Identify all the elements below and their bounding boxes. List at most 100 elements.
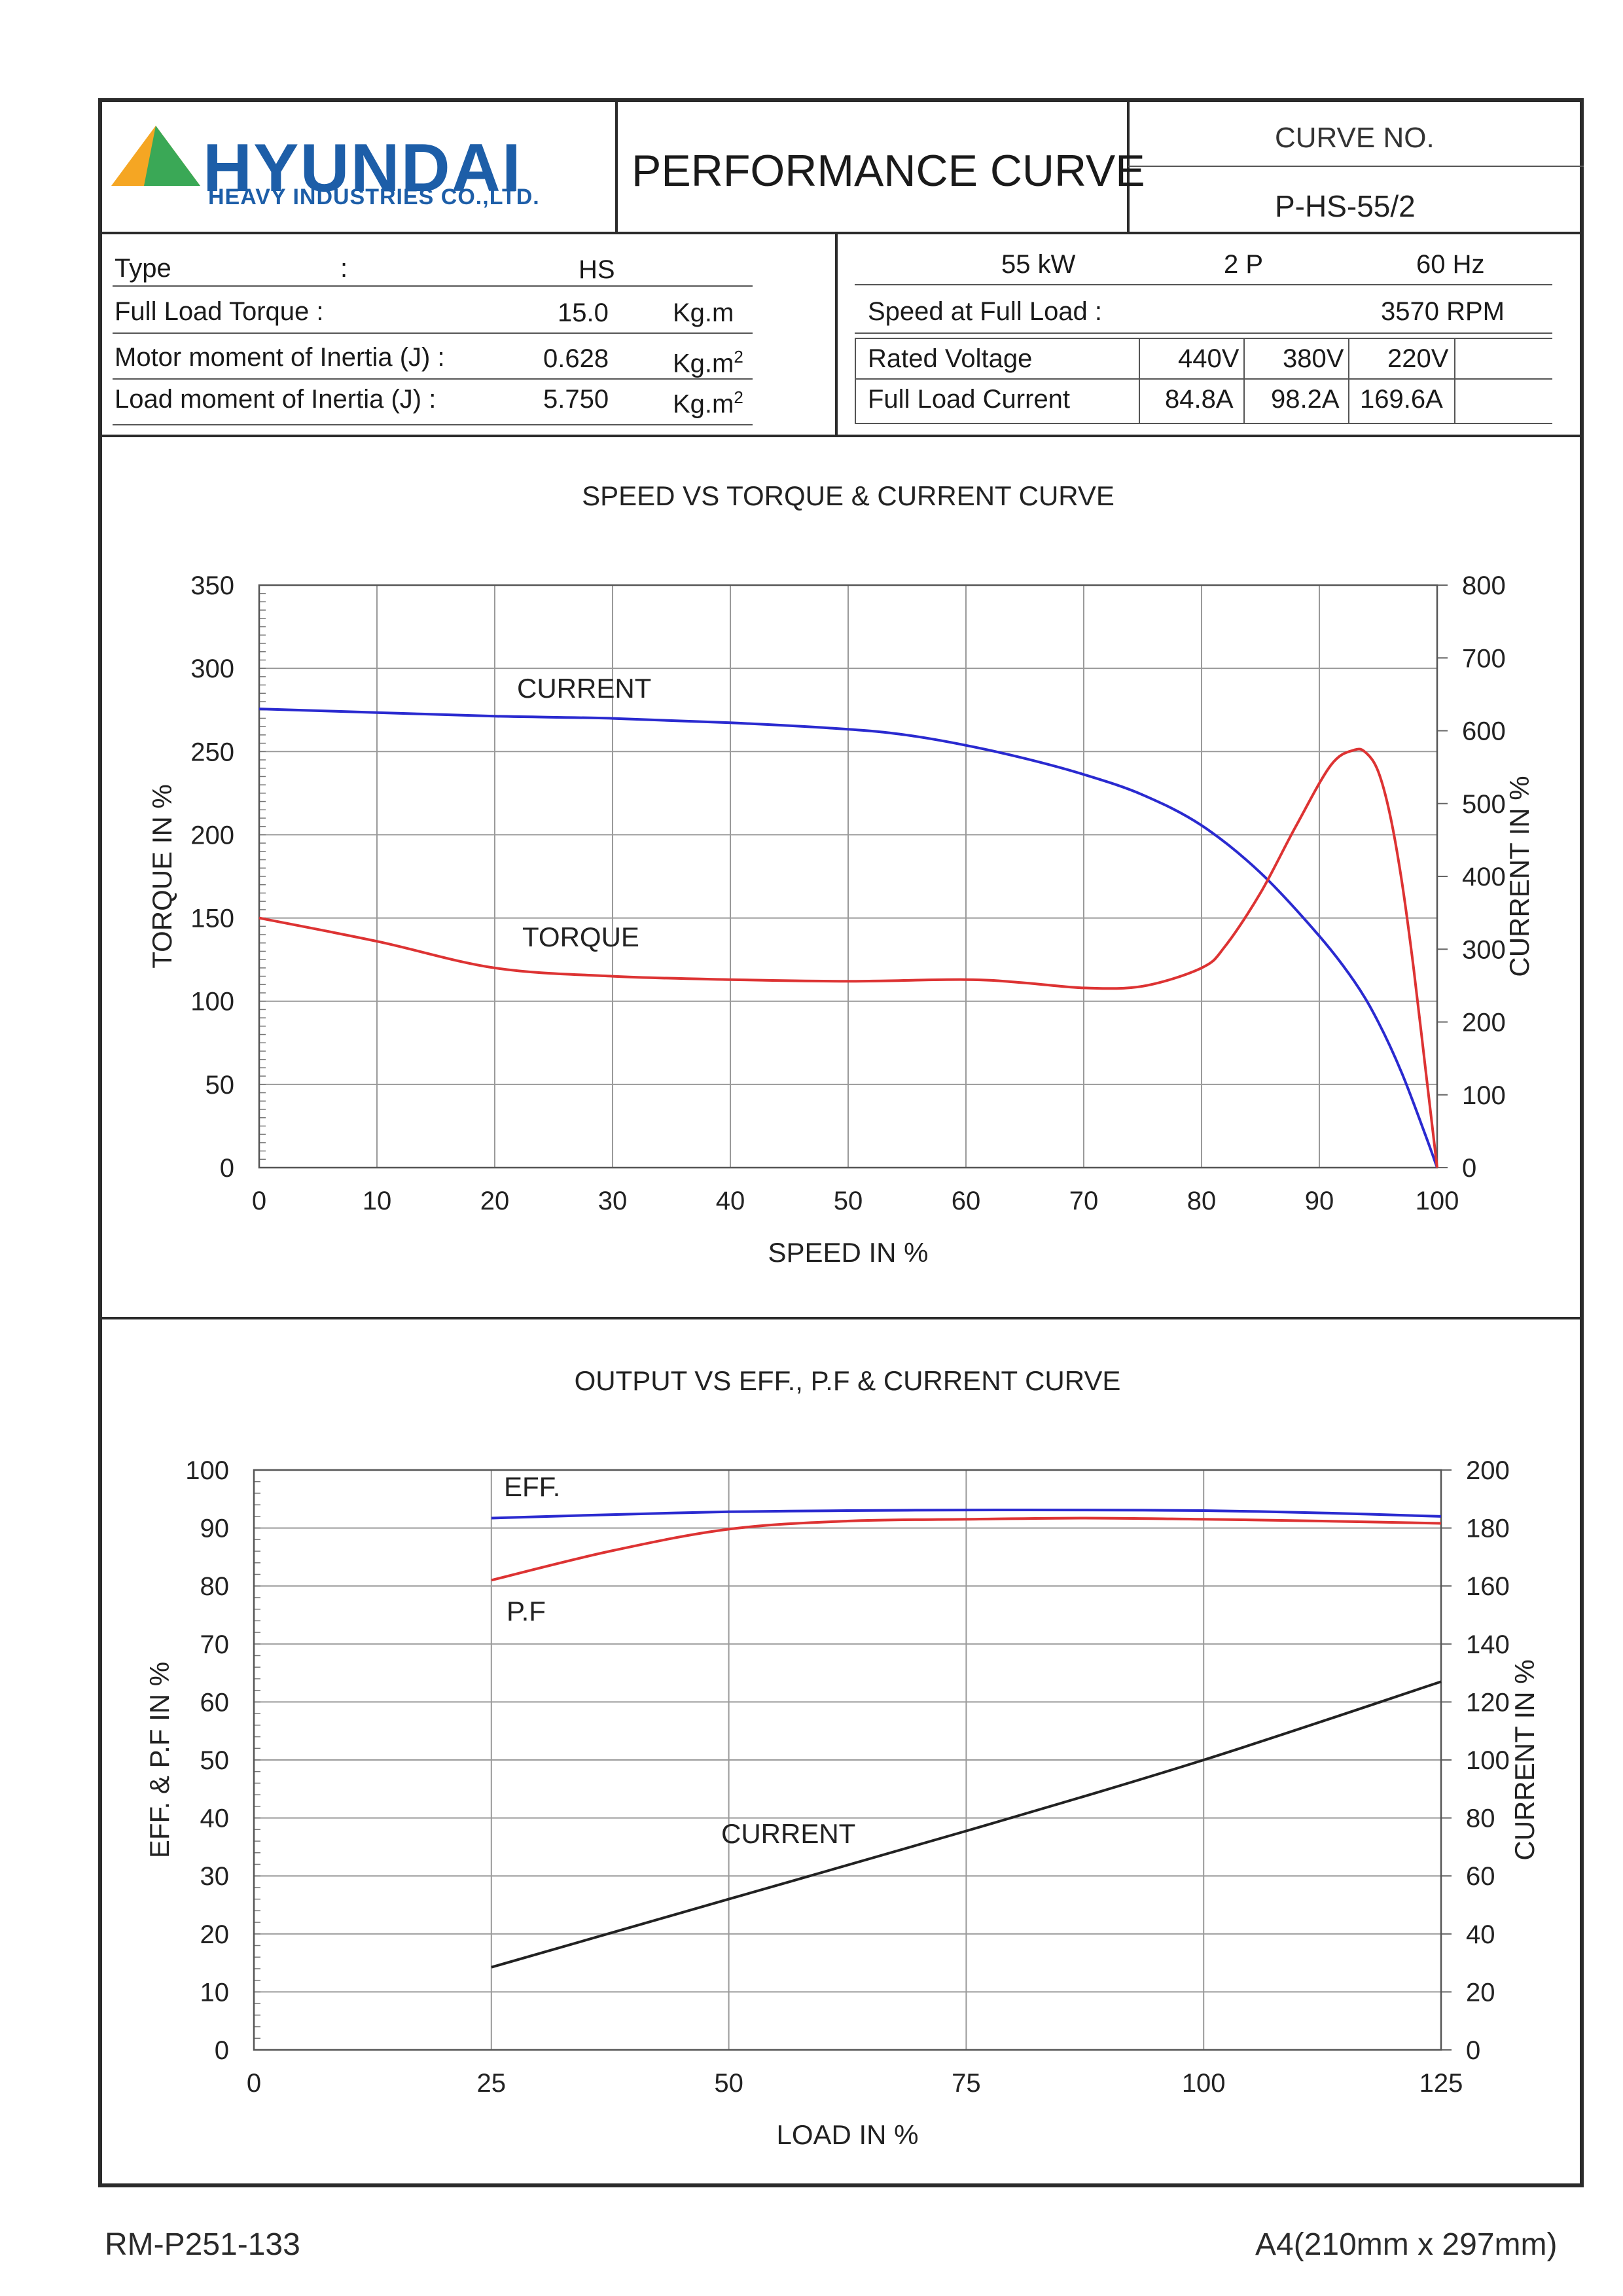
chart2-y2-tick-label: 180 — [1466, 1515, 1510, 1543]
logo-triangle-icon — [111, 126, 200, 186]
motor-inertia-label: Motor moment of Inertia (J) : — [115, 343, 445, 372]
chart1-annotation-current: CURRENT — [517, 673, 651, 704]
load-inertia-unit: Kg.m2 — [673, 387, 743, 419]
motor-inertia-value: 0.628 — [543, 344, 609, 373]
chart2-series-current-line — [491, 1680, 1442, 1969]
voltage-col-divider-0 — [855, 338, 856, 423]
chart2-x-tick-label: 75 — [952, 2069, 981, 2098]
chart2-y-tick-label: 100 — [185, 1456, 229, 1485]
torque-underline — [113, 332, 753, 334]
rated-voltage-380: 380V — [1283, 344, 1344, 373]
chart2-y-tick-label: 80 — [200, 1572, 230, 1601]
voltage-col-divider-4 — [1454, 338, 1455, 423]
chart1-y-tick-label: 200 — [190, 821, 234, 850]
chart1-y2-tick-label: 0 — [1462, 1154, 1476, 1183]
chart2-y-tick-label: 20 — [200, 1920, 230, 1949]
chart1-y-tick-label: 350 — [190, 571, 234, 600]
frequency-value: 60 Hz — [1416, 250, 1485, 279]
voltage-table-top — [855, 338, 1552, 339]
load-inertia-label: Load moment of Inertia (J) : — [115, 385, 437, 414]
chart1-plot-frame — [258, 584, 1438, 1169]
load-inertia-value: 5.750 — [543, 385, 609, 414]
voltage-col-divider-1 — [1139, 338, 1140, 423]
chart2-annotation-current: CURRENT — [721, 1818, 855, 1849]
chart1-y2-tick-label: 500 — [1462, 790, 1506, 819]
chart2-x-tick-label: 100 — [1182, 2069, 1226, 2098]
voltage-table-middle — [855, 378, 1552, 380]
document-code: RM-P251-133 — [105, 2227, 300, 2262]
charts-divider — [98, 1317, 1584, 1319]
chart2-y-tick-label: 70 — [200, 1630, 230, 1659]
type-colon: : — [340, 254, 348, 283]
curve-no-label: CURVE NO. — [1275, 122, 1435, 154]
chart2-title: OUTPUT VS EFF., P.F & CURRENT CURVE — [575, 1365, 1121, 1396]
chart1-y2-tick-label: 100 — [1462, 1081, 1506, 1110]
unit-superscript: 2 — [734, 387, 743, 407]
motor-inertia-unit: Kg.m2 — [673, 347, 743, 378]
rated-voltage-440: 440V — [1178, 344, 1240, 373]
chart1-y2-tick-label: 400 — [1462, 863, 1506, 891]
chart2-y2-tick-label: 100 — [1466, 1746, 1510, 1775]
chart1-x-tick-label: 100 — [1416, 1187, 1459, 1215]
full-load-current-440: 84.8A — [1165, 385, 1234, 414]
chart2-x-tick-label: 0 — [247, 2069, 261, 2098]
chart1-series-current-line — [259, 708, 1438, 1168]
chart1-x-tick-label: 50 — [834, 1187, 863, 1215]
header-divider — [98, 232, 1584, 234]
chart1-x-tick-label: 40 — [716, 1187, 745, 1215]
brand-logo-subtext: HEAVY INDUSTRIES CO.,LTD. — [208, 185, 540, 209]
chart2-y-tick-label: 0 — [215, 2036, 229, 2065]
chart2-x-axis-label: LOAD IN % — [776, 2119, 918, 2150]
chart2-y2-tick-label: 200 — [1466, 1456, 1510, 1485]
chart1-y2-tick-label: 200 — [1462, 1009, 1506, 1037]
torque-label: Full Load Torque : — [115, 297, 324, 326]
curve-no-divider — [1128, 166, 1584, 167]
rated-voltage-220: 220V — [1387, 344, 1449, 373]
motor-inertia-underline — [113, 378, 753, 380]
chart2-annotation-eff: EFF. — [504, 1471, 560, 1502]
chart2-y2-tick-label: 120 — [1466, 1688, 1510, 1717]
chart2-annotation-pf: P.F — [507, 1596, 546, 1626]
chart1-y-tick-label: 50 — [205, 1071, 235, 1100]
voltage-col-divider-3 — [1348, 338, 1349, 423]
chart1-y2-tick-label: 700 — [1462, 644, 1506, 673]
voltage-col-divider-2 — [1243, 338, 1245, 423]
chart2-y2-tick-label: 40 — [1466, 1920, 1495, 1949]
voltage-table-bottom — [855, 423, 1552, 424]
page-title: PERFORMANCE CURVE — [632, 146, 1145, 196]
brand-logo-text: HYUNDAI — [203, 130, 522, 206]
type-underline — [113, 285, 753, 287]
chart2-y2-tick-label: 80 — [1466, 1804, 1495, 1833]
type-value: HS — [579, 255, 615, 284]
torque-unit: Kg.m — [673, 298, 734, 327]
chart1-y-tick-label: 0 — [220, 1154, 234, 1183]
full-load-current-220: 169.6A — [1360, 385, 1443, 414]
chart1-y-tick-label: 300 — [190, 655, 234, 683]
page-frame — [98, 98, 1584, 2187]
chart1-y2-tick-label: 600 — [1462, 717, 1506, 746]
chart2-y-tick-label: 10 — [200, 1978, 230, 2007]
chart1-x-tick-label: 0 — [252, 1187, 266, 1215]
chart2-y2-axis-label: CURRENT IN % — [1509, 1659, 1540, 1860]
rating-underline — [855, 284, 1552, 285]
chart2-y2-tick-label: 60 — [1466, 1862, 1495, 1891]
load-inertia-underline — [113, 424, 753, 425]
chart2-y-tick-label: 60 — [200, 1688, 230, 1717]
chart1-x-tick-label: 80 — [1187, 1187, 1217, 1215]
unit-superscript: 2 — [734, 347, 743, 367]
chart1-x-tick-label: 20 — [480, 1187, 510, 1215]
chart2-y-tick-label: 50 — [200, 1746, 230, 1775]
chart1-x-tick-label: 60 — [952, 1187, 981, 1215]
chart2-y2-tick-label: 0 — [1466, 2036, 1480, 2065]
speed-label: Speed at Full Load : — [868, 297, 1103, 326]
chart1-x-tick-label: 70 — [1069, 1187, 1099, 1215]
chart2-y-tick-label: 40 — [200, 1804, 230, 1833]
power-value: 55 kW — [1001, 250, 1076, 279]
chart2-y-tick-label: 90 — [200, 1515, 230, 1543]
chart2-x-tick-label: 125 — [1419, 2069, 1463, 2098]
chart1-x-tick-label: 30 — [598, 1187, 628, 1215]
chart2-plot-frame — [253, 1469, 1442, 2051]
speed-underline — [855, 332, 1552, 334]
chart1-x-axis-label: SPEED IN % — [768, 1237, 928, 1268]
chart2-y2-tick-label: 160 — [1466, 1572, 1510, 1601]
